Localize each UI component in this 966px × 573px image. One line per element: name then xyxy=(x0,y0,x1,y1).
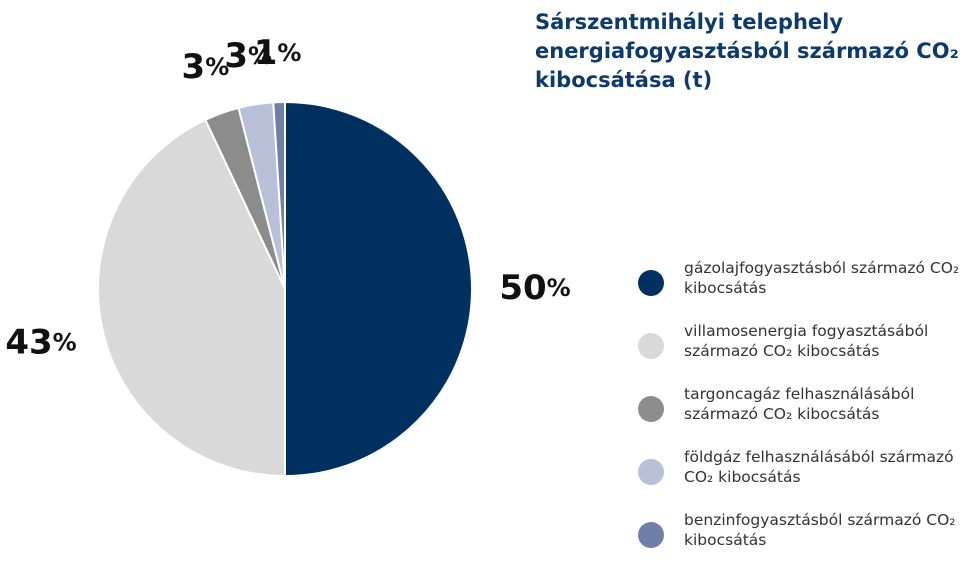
data-label: 50% xyxy=(499,268,570,308)
legend-swatch xyxy=(638,333,664,359)
legend-label: gázolajfogyasztásból származó CO₂ kibocs… xyxy=(684,259,960,297)
pie-slice xyxy=(284,100,473,478)
legend-label: földgáz felhasználásából származó CO₂ ki… xyxy=(684,448,954,486)
data-label: 3% xyxy=(224,35,272,75)
legend-label: targoncagáz felhasználásából származó CO… xyxy=(684,385,915,423)
legend-label: villamosenergia fogyasztásából származó … xyxy=(684,322,929,360)
legend-swatch xyxy=(638,522,664,548)
chart-title: Sárszentmihályi telephely energiafogyasz… xyxy=(535,10,959,92)
data-label: 43% xyxy=(5,322,76,362)
data-label: 3% xyxy=(182,46,230,86)
page: {"chart_data": {"type": "pie", "title": … xyxy=(5,10,960,549)
chart: 50%43%3%3%1% xyxy=(5,33,571,478)
pie-slice xyxy=(272,100,286,290)
legend-label: benzinfogyasztásból származó CO₂ kibocsá… xyxy=(684,511,956,549)
data-label: 1% xyxy=(254,33,302,73)
legend-swatch xyxy=(638,459,664,485)
legend-swatch xyxy=(638,396,664,422)
legend-swatch xyxy=(638,270,664,296)
pie-slice xyxy=(97,118,286,478)
